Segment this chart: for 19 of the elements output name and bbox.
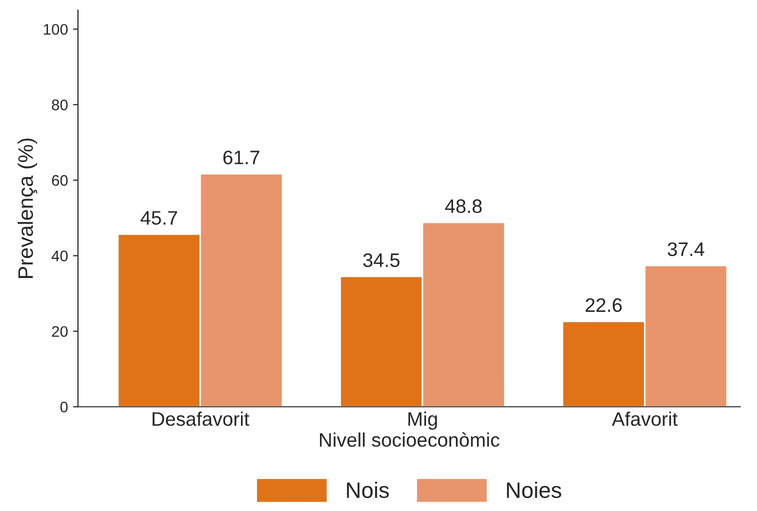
legend-label: Nois (347, 482, 389, 498)
x-tick-label: Mig (408, 412, 437, 430)
x-axis-title: Nivell socioeconòmic (320, 432, 500, 447)
data-label: 48.8 (445, 199, 482, 214)
y-tick-label: 0 (60, 402, 68, 412)
data-label: 34.5 (363, 253, 400, 268)
data-label: 22.6 (586, 298, 622, 312)
data-label: 45.7 (140, 211, 178, 225)
data-label: 61.7 (223, 150, 260, 164)
y-tick-label: 40 (52, 250, 68, 262)
y-tick-label: 60 (52, 175, 68, 186)
data-label: 37.4 (668, 242, 704, 256)
y-tick-label: 20 (52, 326, 68, 337)
y-axis-title: Prevalença (%) (18, 138, 38, 278)
y-tick-label: 100 (44, 24, 68, 35)
legend-label: Noies (507, 482, 562, 498)
x-tick-label: Afavorit (612, 412, 678, 426)
x-tick-label: Desafavorit (152, 412, 250, 426)
y-tick-label: 80 (52, 100, 68, 110)
